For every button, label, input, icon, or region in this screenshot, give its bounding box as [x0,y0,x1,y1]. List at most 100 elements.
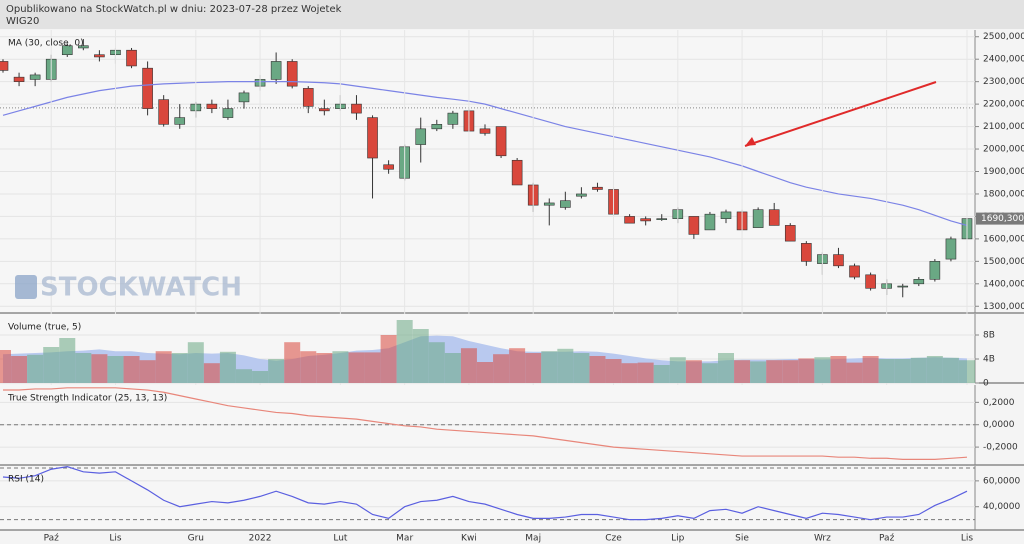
candle-body [543,202,555,206]
volume-bar [605,359,622,383]
volume-bar [926,356,943,383]
volume-bar [123,356,140,383]
volume-bar [798,358,815,383]
candle-body [222,108,234,118]
candle-body [576,193,587,197]
y-tick-label: 1500,0000 [983,257,1024,267]
y-tick-label: 4B [983,355,995,365]
y-tick-label: 1400,0000 [983,279,1024,289]
volume-bar [477,362,493,383]
candle-body [656,218,668,220]
candle-body [592,186,603,190]
y-tick-label: 0,0000 [983,420,1015,430]
x-tick-label: Paź [879,534,895,544]
candle-body [640,218,651,222]
volume-bar [814,357,831,383]
candle-body [495,126,507,157]
candle-body [158,99,169,125]
y-tick-label: 8B [983,331,995,341]
volume-bar [573,353,590,383]
volume-bar [27,354,44,383]
candle-body [945,238,957,260]
panel-title: Volume (true, 5) [8,323,81,333]
volume-bar [268,359,285,383]
candle-body [929,261,941,280]
indicator-line [2,466,968,521]
y-tick-label: 2300,0000 [983,77,1024,87]
y-tick-label: 2000,0000 [983,145,1024,155]
candle-body [206,103,218,109]
candle-body [511,159,523,186]
last-value-label: 1690,3000 [981,214,1024,224]
volume-bar [91,354,108,383]
volume-bar [75,353,92,383]
volume-bar [300,351,317,383]
candle-body [13,76,25,82]
candle-body [319,108,330,112]
x-tick-label: Cze [605,534,622,544]
candle-body [126,49,137,67]
panel-title: RSI (14) [8,475,44,485]
watermark-text: STOCKWATCH [40,273,242,303]
volume-bar [525,353,542,383]
panel [0,466,975,530]
candle-body [624,216,635,224]
candle-body [768,209,780,226]
arrow-head [745,137,756,146]
volume-bar [284,342,301,383]
volume-bar [0,350,11,383]
watermark: STOCKWATCH [15,273,242,303]
candle-body [351,103,362,114]
candle-body [415,128,427,145]
volume-bar [252,371,269,383]
volume-bar [493,354,510,383]
x-tick-label: 2022 [249,534,272,544]
volume-bar [43,347,60,383]
volume-bar [509,348,526,383]
candle-body [78,45,89,49]
y-tick-label: 1600,0000 [983,234,1024,244]
x-tick-label: Lip [671,534,685,544]
candle-body [913,279,925,285]
volume-bar [750,361,767,383]
candle-body [29,74,41,80]
volume-bar [155,351,172,383]
x-tick-label: Wrz [814,534,831,544]
x-tick-label: Lut [333,534,348,544]
volume-bar [846,362,863,383]
x-tick-label: Gru [188,534,204,544]
volume-bar [59,338,76,383]
volume-bar [557,348,574,383]
candle-body [174,117,186,125]
panel-title: True Strength Indicator (25, 13, 13) [7,394,167,404]
volume-bar [959,360,975,383]
x-tick-label: Sie [735,534,749,544]
volume-bar [701,363,718,383]
volume-bar [878,359,895,383]
volume-bar [396,320,413,383]
volume-bar [637,362,654,383]
candle-body [270,61,282,80]
y-tick-label: 0,2000 [983,398,1015,408]
candle-body [431,124,443,130]
candle-body [0,61,9,71]
x-tick-label: Mar [396,534,413,544]
candle-body [833,254,844,267]
volume-bar [942,357,959,383]
volume-bar [718,353,734,383]
x-tick-label: Kwi [461,534,477,544]
volume-bar [236,369,252,383]
y-tick-label: 40,0000 [983,502,1020,512]
last-value-box [976,212,1024,225]
y-tick-label: 1800,0000 [983,189,1024,199]
y-tick-label: 2200,0000 [983,100,1024,110]
volume-bar [364,352,381,383]
x-tick-label: Maj [525,534,541,544]
volume-bar [894,359,911,383]
candle-body [61,45,73,56]
candle-body [849,265,860,278]
y-tick-label: 2500,0000 [983,32,1024,42]
y-tick-label: -0,2000 [983,443,1018,453]
volume-bar [444,353,461,383]
